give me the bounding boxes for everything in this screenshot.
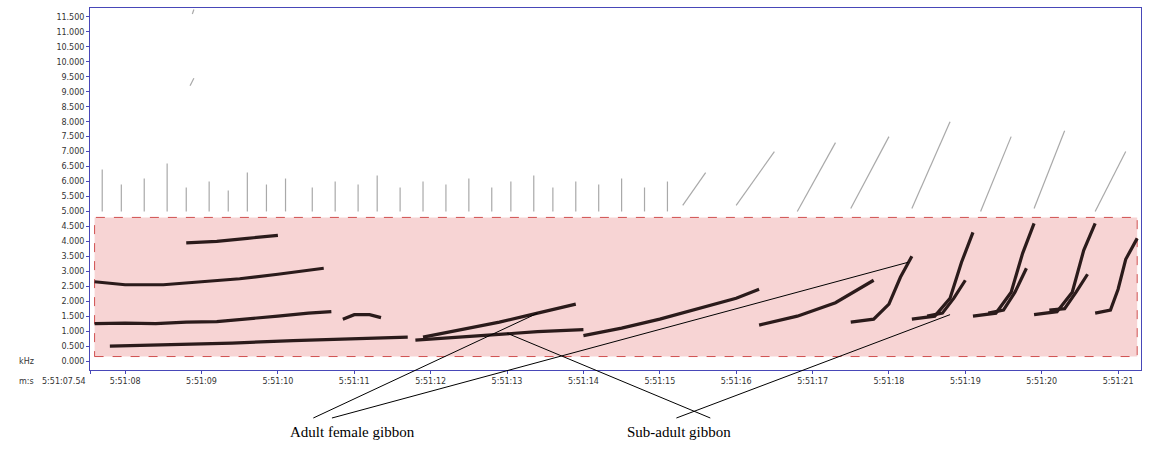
svg-text:4.000: 4.000	[61, 237, 84, 246]
svg-text:7.000: 7.000	[61, 147, 84, 156]
svg-text:5:51:09: 5:51:09	[186, 377, 217, 386]
svg-text:Sub-adult gibbon: Sub-adult gibbon	[627, 424, 731, 440]
svg-text:8.000: 8.000	[61, 117, 84, 126]
svg-text:5:51:20: 5:51:20	[1026, 377, 1057, 386]
svg-text:5:51:12: 5:51:12	[415, 377, 446, 386]
svg-text:6.500: 6.500	[61, 162, 84, 171]
svg-text:5:51:16: 5:51:16	[721, 377, 752, 386]
svg-text:m:s: m:s	[19, 377, 34, 386]
svg-text:0.000: 0.000	[61, 357, 84, 366]
svg-text:5:51:11: 5:51:11	[339, 377, 370, 386]
svg-text:1.500: 1.500	[61, 312, 84, 321]
svg-text:8.500: 8.500	[61, 103, 84, 112]
svg-text:5:51:18: 5:51:18	[874, 377, 905, 386]
svg-text:5:51:08: 5:51:08	[110, 377, 141, 386]
svg-text:6.000: 6.000	[61, 177, 84, 186]
svg-text:5:51:07.54: 5:51:07.54	[42, 377, 86, 386]
svg-text:5:51:14: 5:51:14	[568, 377, 599, 386]
svg-text:2.000: 2.000	[61, 297, 84, 306]
svg-text:11.500: 11.500	[56, 13, 84, 22]
svg-text:9.000: 9.000	[61, 88, 84, 97]
svg-text:5:51:21: 5:51:21	[1103, 377, 1134, 386]
svg-text:3.000: 3.000	[61, 267, 84, 276]
svg-text:5:51:17: 5:51:17	[797, 377, 828, 386]
svg-text:10.500: 10.500	[56, 43, 84, 52]
svg-text:Adult female gibbon: Adult female gibbon	[290, 424, 415, 440]
svg-text:1.000: 1.000	[61, 327, 84, 336]
svg-text:kHz: kHz	[19, 357, 34, 366]
svg-text:4.500: 4.500	[61, 222, 84, 231]
svg-text:5:51:10: 5:51:10	[262, 377, 293, 386]
svg-text:11.000: 11.000	[56, 28, 84, 37]
svg-text:5:51:13: 5:51:13	[492, 377, 523, 386]
svg-text:5:51:19: 5:51:19	[950, 377, 981, 386]
svg-text:9.500: 9.500	[61, 73, 84, 82]
svg-text:5.500: 5.500	[61, 192, 84, 201]
svg-text:5:51:15: 5:51:15	[644, 377, 675, 386]
svg-text:0.500: 0.500	[61, 342, 84, 351]
svg-text:7.500: 7.500	[61, 132, 84, 141]
svg-text:5.000: 5.000	[61, 207, 84, 216]
svg-text:2.500: 2.500	[61, 282, 84, 291]
svg-text:10.000: 10.000	[56, 58, 84, 67]
svg-text:3.500: 3.500	[61, 252, 84, 261]
